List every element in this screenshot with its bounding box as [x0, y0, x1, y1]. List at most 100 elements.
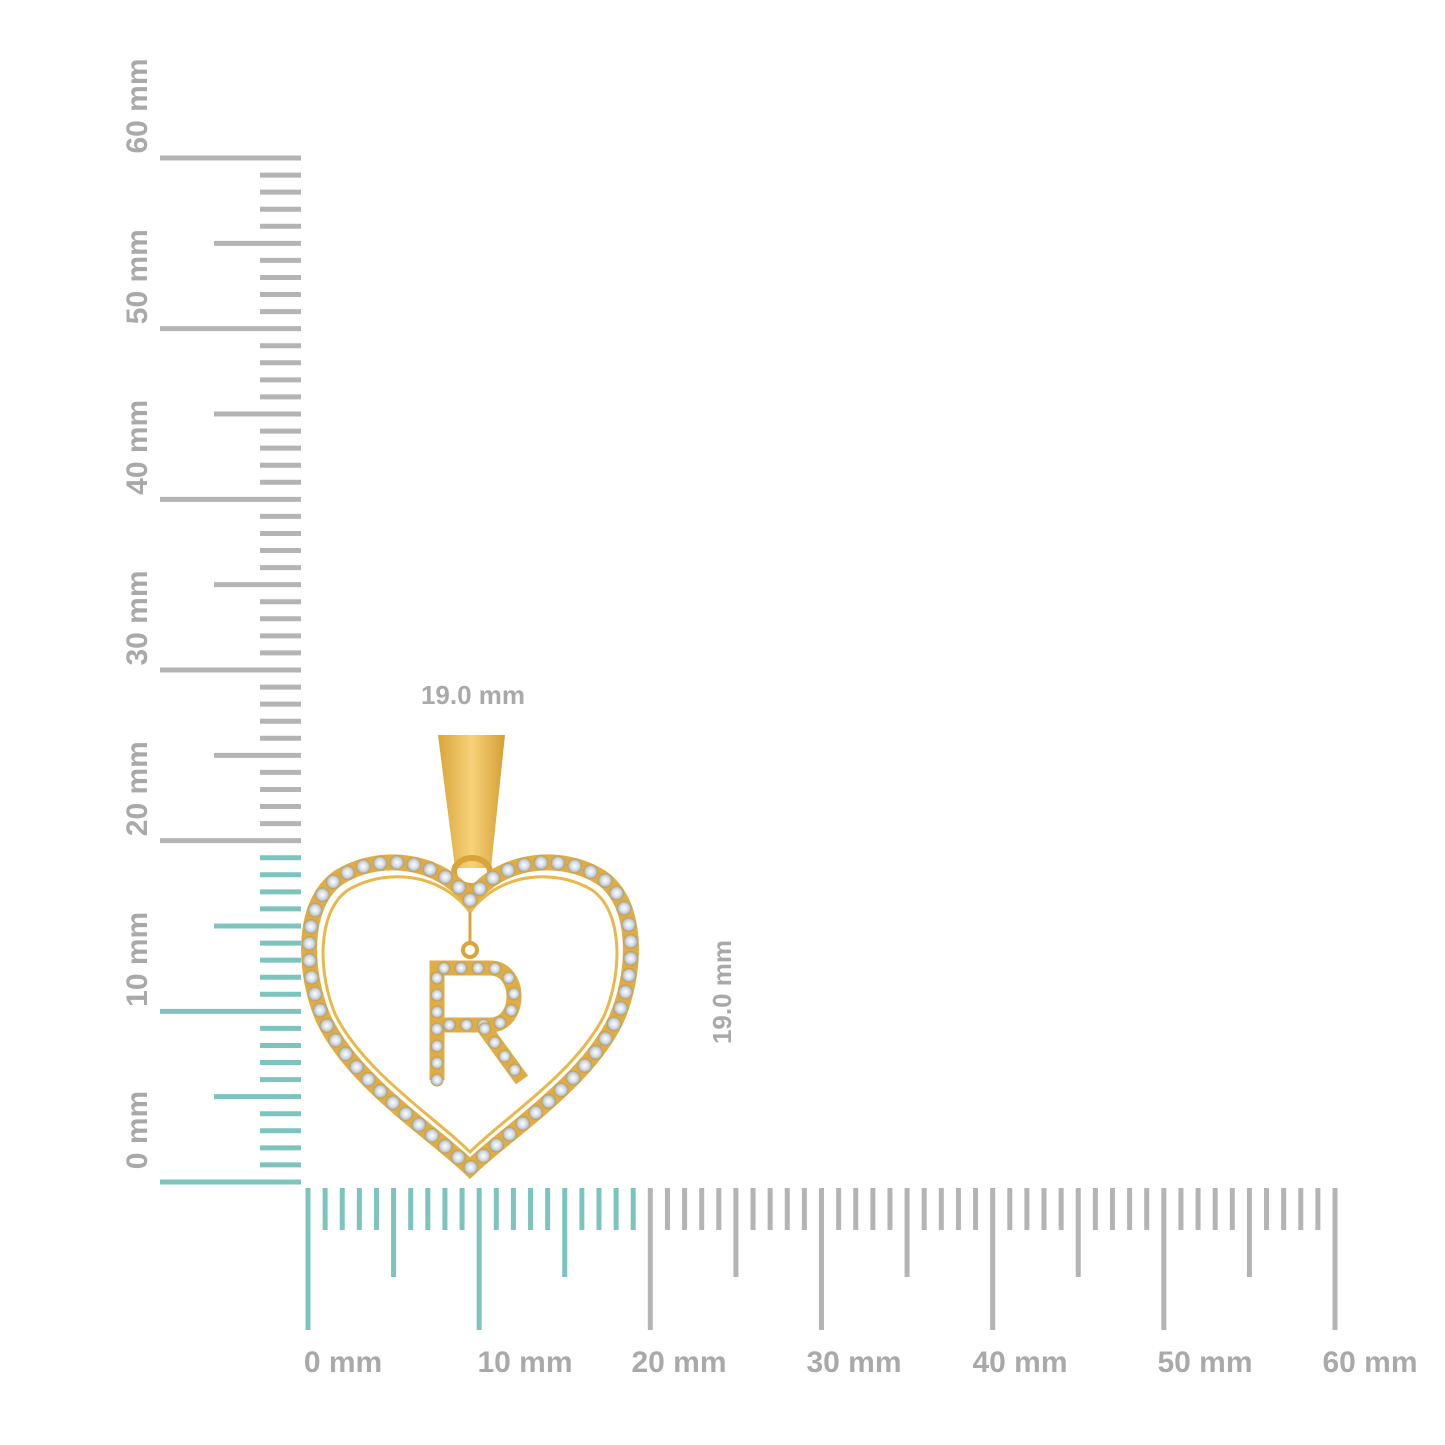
- ruler-label: 20 mm: [121, 741, 154, 836]
- diamond-stone: [550, 855, 566, 871]
- diamond-stone: [430, 988, 444, 1002]
- bail: [438, 735, 505, 868]
- diamond-stone: [597, 872, 613, 888]
- ruler-label: 50 mm: [121, 229, 154, 324]
- diamond-stone: [588, 1044, 604, 1060]
- diamond-stone: [406, 857, 422, 873]
- diamond-stone: [372, 855, 388, 871]
- diamond-stone: [349, 1059, 365, 1075]
- diamond-stone: [430, 1039, 444, 1053]
- ruler-label: 10 mm: [477, 1346, 572, 1379]
- heart-frame: [301, 854, 639, 1180]
- diamond-stone: [533, 855, 549, 871]
- diamond-stone: [488, 1137, 504, 1153]
- diamond-stone: [609, 885, 625, 901]
- diamond-stone: [623, 950, 639, 966]
- ruler-label: 0 mm: [304, 1346, 382, 1379]
- diamond-stone: [577, 1058, 593, 1074]
- height-dimension-label: 19.0 mm: [707, 940, 737, 1044]
- diamond-stone: [303, 969, 319, 985]
- diamond-stone: [325, 874, 341, 890]
- ruler-label: 0 mm: [121, 1091, 154, 1169]
- diamond-stone: [488, 961, 502, 975]
- diamond-stone: [307, 986, 323, 1002]
- letter-charm: R: [429, 960, 529, 1087]
- diamond-stone: [424, 1128, 440, 1144]
- diamond-stone: [553, 1082, 569, 1098]
- diamond-stone: [472, 881, 488, 897]
- diamond-stone: [485, 870, 501, 886]
- diamond-stone: [493, 1016, 507, 1030]
- diamond-stone: [613, 1000, 629, 1016]
- horizontal-ruler: 0 mm 10 mm 20 mm 30 mm 40 mm 50 mm 60 mm: [304, 1188, 1418, 1379]
- diamond-stone: [430, 1073, 444, 1087]
- ruler-label: 60 mm: [121, 58, 154, 153]
- diamond-stone: [430, 1022, 444, 1036]
- heart-stones: [301, 855, 639, 1175]
- diamond-stone: [508, 1063, 522, 1077]
- diamond-stone: [437, 869, 453, 885]
- diamond-stone: [597, 1031, 613, 1047]
- diamond-stone: [616, 900, 632, 916]
- ruler-label: 20 mm: [631, 1346, 726, 1379]
- width-dimension-label: 19.0 mm: [421, 680, 525, 710]
- diamond-stone: [478, 1022, 492, 1036]
- diamond-stone: [451, 879, 467, 895]
- diamond-stone: [623, 933, 639, 949]
- diamond-stone: [340, 865, 356, 881]
- diamond-stone: [504, 1003, 518, 1017]
- diamond-stone: [385, 1095, 401, 1111]
- diamond-stone: [463, 1159, 479, 1175]
- diamond-stone: [442, 1018, 456, 1032]
- diamond-stone: [301, 952, 317, 968]
- diamond-stone: [389, 855, 405, 871]
- diamond-stone: [567, 858, 583, 874]
- ruler-label: 30 mm: [806, 1346, 901, 1379]
- diamond-stone: [621, 967, 637, 983]
- diamond-stone: [462, 892, 478, 908]
- diamond-stone: [372, 1083, 388, 1099]
- diamond-stone: [430, 1056, 444, 1070]
- ruler-label: 30 mm: [121, 570, 154, 665]
- diamond-stone: [355, 859, 371, 875]
- diamond-stone: [314, 887, 330, 903]
- diamond-stone: [583, 864, 599, 880]
- diamond-stone: [488, 1035, 502, 1049]
- diamond-stone: [541, 1093, 557, 1109]
- diamond-stone: [498, 1049, 512, 1063]
- ruler-label: 40 mm: [972, 1346, 1067, 1379]
- diamond-stone: [454, 961, 468, 975]
- ruler-label: 40 mm: [121, 400, 154, 495]
- diamond-stone: [338, 1046, 354, 1062]
- diamond-stone: [565, 1070, 581, 1086]
- diamond-stone: [471, 961, 485, 975]
- vertical-ruler: 0 mm 10 mm 20 mm 30 mm 40 mm 50 mm 60 mm: [121, 58, 301, 1185]
- diamond-stone: [398, 1106, 414, 1122]
- diamond-stone: [502, 1126, 518, 1142]
- diamond-stone: [303, 919, 319, 935]
- letter-jump-ring: [461, 941, 479, 959]
- diamond-stone: [422, 861, 438, 877]
- diamond-stone: [618, 984, 634, 1000]
- diamond-stone: [528, 1105, 544, 1121]
- diamond-stone: [319, 1018, 335, 1034]
- diamond-stone: [475, 1148, 491, 1164]
- ruler-label: 60 mm: [1322, 1346, 1417, 1379]
- diamond-stone: [502, 971, 516, 985]
- diamond-stone: [301, 935, 317, 951]
- diamond-stone: [430, 971, 444, 985]
- diamond-stone: [606, 1016, 622, 1032]
- ruler-label: 50 mm: [1157, 1346, 1252, 1379]
- diamond-stone: [328, 1032, 344, 1048]
- diamond-stone: [360, 1071, 376, 1087]
- diamond-stone: [621, 917, 637, 933]
- diamond-stone: [515, 1115, 531, 1131]
- diamond-stone: [500, 862, 516, 878]
- diamond-stone: [312, 1002, 328, 1018]
- diamond-stone: [459, 1018, 473, 1032]
- diamond-stone: [430, 1005, 444, 1019]
- diamond-stone: [307, 902, 323, 918]
- diamond-stone: [507, 987, 521, 1001]
- diamond-stone: [437, 1138, 453, 1154]
